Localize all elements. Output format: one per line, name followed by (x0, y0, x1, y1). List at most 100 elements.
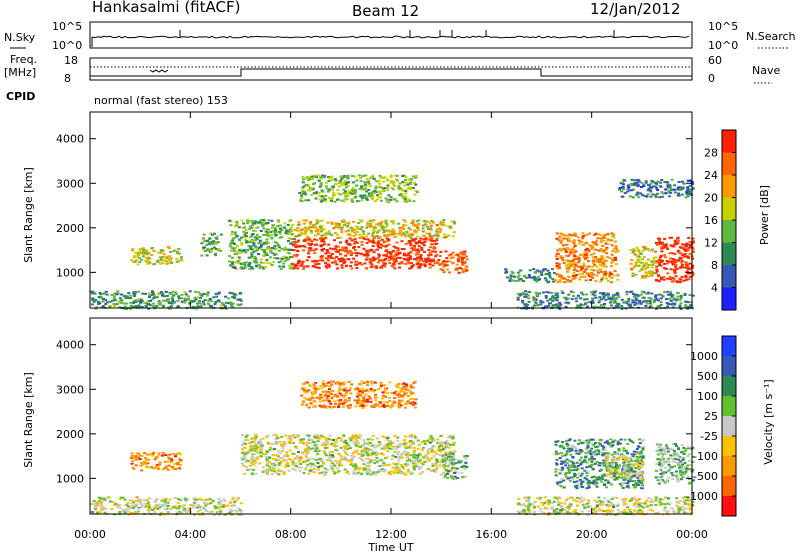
heatmap-cell (305, 456, 308, 459)
heatmap-cell (531, 306, 535, 309)
beam-title: Beam 12 (352, 2, 419, 20)
heatmap-cell (677, 251, 681, 254)
heatmap-cell (243, 452, 247, 455)
heatmap-cell (629, 303, 633, 306)
heatmap-cell (371, 174, 375, 177)
heatmap-cell (691, 274, 695, 277)
heatmap-cell (250, 251, 254, 254)
heatmap-cell (361, 407, 365, 409)
heatmap-cell (242, 250, 246, 253)
heatmap-cell (412, 452, 416, 455)
heatmap-cell (294, 445, 298, 448)
heatmap-cell (327, 438, 331, 441)
heatmap-cell (228, 260, 231, 263)
heatmap-cell (443, 441, 447, 444)
heatmap-cell (342, 259, 345, 262)
heatmap-cell (369, 262, 373, 265)
heatmap-cell (451, 466, 455, 469)
heatmap-cell (449, 227, 453, 230)
heatmap-cell (449, 469, 453, 472)
heatmap-cell (161, 256, 164, 259)
heatmap-cell (585, 268, 588, 271)
heatmap-cell (334, 402, 337, 405)
heatmap-cell (688, 304, 692, 307)
heatmap-cell (262, 227, 266, 230)
heatmap-cell (594, 296, 598, 299)
heatmap-cell (248, 267, 252, 270)
heatmap-cell (667, 260, 671, 263)
heatmap-cell (277, 464, 281, 467)
heatmap-cell (263, 249, 267, 251)
heatmap-cell (592, 269, 596, 272)
heatmap-cell (393, 434, 397, 437)
heatmap-cell (340, 183, 344, 186)
heatmap-cell (265, 459, 269, 462)
nsky-line (91, 35, 690, 39)
heatmap-cell (115, 504, 118, 507)
heatmap-cell (203, 292, 206, 295)
heatmap-cell (301, 260, 305, 263)
heatmap-cell (567, 265, 571, 268)
heatmap-cell (362, 439, 366, 442)
heatmap-cell (253, 236, 257, 239)
heatmap-cell (356, 395, 359, 398)
heatmap-cell (146, 262, 150, 265)
heatmap-cell (419, 237, 423, 240)
heatmap-cell (315, 176, 319, 179)
heatmap-cell (305, 398, 309, 401)
heatmap-cell (282, 262, 286, 265)
heatmap-cell (398, 445, 402, 448)
heatmap-cell (317, 179, 321, 182)
heatmap-cell (216, 241, 220, 244)
heatmap-cell (225, 505, 229, 507)
heatmap-cell (368, 185, 372, 187)
heatmap-cell (555, 237, 559, 240)
heatmap-cell (360, 196, 364, 199)
heatmap-cell (639, 192, 643, 195)
heatmap-cell (311, 393, 314, 396)
heatmap-cell (117, 300, 121, 302)
heatmap-cell (381, 245, 385, 247)
heatmap-cell (310, 463, 314, 466)
heatmap-cell (414, 241, 418, 244)
heatmap-cell (320, 471, 324, 474)
freq-panel-frame (89, 57, 693, 81)
heatmap-cell (392, 400, 396, 403)
heatmap-cell (354, 435, 358, 438)
heatmap-cell (438, 441, 441, 444)
heatmap-cell (267, 235, 271, 238)
heatmap-cell (400, 261, 404, 264)
heatmap-cell (408, 258, 412, 260)
heatmap-cell (534, 298, 538, 301)
heatmap-cell (195, 498, 199, 501)
heatmap-cell (668, 191, 672, 194)
heatmap-cell (205, 254, 209, 257)
heatmap-cell (431, 258, 435, 261)
heatmap-cell (302, 239, 306, 242)
heatmap-cell (180, 511, 184, 514)
heatmap-cell (217, 247, 221, 250)
heatmap-cell (224, 295, 228, 298)
heatmap-cell (395, 200, 399, 203)
heatmap-cell (362, 463, 366, 466)
heatmap-cell (175, 257, 179, 260)
heatmap-cell (253, 261, 257, 263)
heatmap-cell (170, 261, 174, 264)
heatmap-cell (581, 293, 585, 296)
heatmap-cell (443, 236, 447, 238)
heatmap-cell (436, 235, 440, 238)
heatmap-cell (654, 307, 658, 310)
heatmap-cell (327, 230, 331, 233)
heatmap-cell (153, 295, 157, 298)
heatmap-cell (372, 443, 376, 446)
nsearch-label: N.Search (746, 30, 796, 43)
heatmap-cell (311, 177, 315, 180)
heatmap-cell (239, 262, 243, 265)
heatmap-cell (330, 380, 333, 383)
heatmap-cell (685, 278, 689, 281)
heatmap-cell (687, 236, 691, 239)
heatmap-cell (325, 454, 328, 457)
heatmap-cell (576, 304, 580, 307)
heatmap-cell (432, 439, 436, 442)
heatmap-cell (354, 240, 358, 243)
